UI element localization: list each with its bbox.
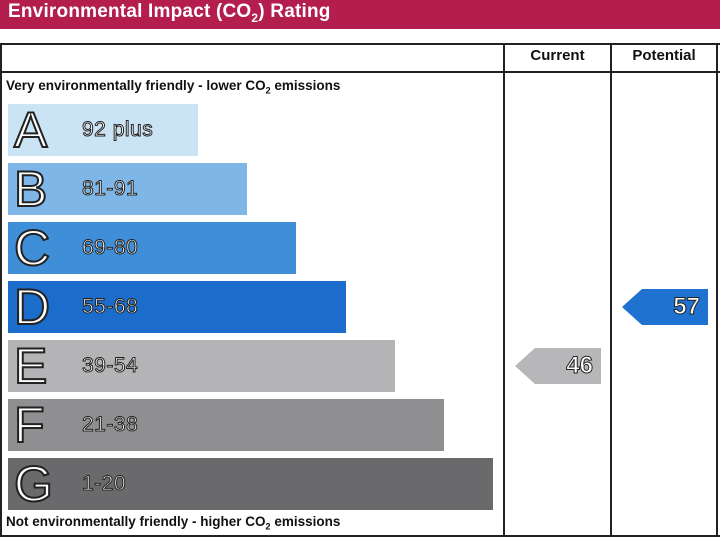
current-column-header: Current xyxy=(530,47,585,64)
band-range: 69-80 xyxy=(81,236,139,260)
header-divider xyxy=(0,71,720,73)
band-b: B 81-91 xyxy=(8,161,247,217)
band-letter: A xyxy=(13,102,48,158)
current-rating-arrow-value: 46 xyxy=(566,352,594,380)
table-bottom-border xyxy=(0,535,720,537)
band-range: 55-68 xyxy=(81,295,139,319)
rating-table: Current Potential Very environmentally f… xyxy=(0,43,720,537)
band-d: D 55-68 xyxy=(8,279,346,335)
current-rating-arrow-fill xyxy=(515,348,601,384)
current-rating-arrow: 46 xyxy=(515,348,601,384)
potential-rating-arrow: 57 xyxy=(622,289,708,325)
table-right-border xyxy=(716,43,718,537)
band-e: E 39-54 xyxy=(8,338,395,394)
band-range: 21-38 xyxy=(81,413,139,437)
band-range: 39-54 xyxy=(81,354,139,378)
band-range: 81-91 xyxy=(81,177,139,201)
table-left-border xyxy=(0,43,2,537)
band-letter: D xyxy=(13,279,51,335)
band-a: A 92 plus xyxy=(8,102,198,158)
band-f: F 21-38 xyxy=(8,397,444,453)
potential-column-divider xyxy=(610,43,612,537)
potential-rating-arrow-fill xyxy=(622,289,708,325)
current-column-divider xyxy=(503,43,505,537)
band-g: G 1-20 xyxy=(8,456,493,512)
potential-rating-arrow-shape xyxy=(622,289,708,325)
header-bar: Environmental Impact (CO2) Rating xyxy=(0,0,720,29)
band-range: 92 plus xyxy=(81,118,154,142)
band-letter: B xyxy=(13,161,48,217)
band-letter: G xyxy=(13,456,54,512)
table-top-border xyxy=(0,43,720,45)
top-note: Very environmentally friendly - lower CO… xyxy=(6,78,341,96)
band-c: C 69-80 xyxy=(8,220,296,276)
potential-column-header: Potential xyxy=(632,47,696,64)
band-letter: E xyxy=(13,338,48,394)
current-rating-arrow-shape xyxy=(515,348,601,384)
band-range: 1-20 xyxy=(81,472,127,496)
page-title: Environmental Impact (CO2) Rating xyxy=(8,1,331,25)
band-letter: F xyxy=(13,397,46,453)
potential-rating-arrow-value: 57 xyxy=(673,293,701,321)
band-letter: C xyxy=(13,220,51,276)
bottom-note: Not environmentally friendly - higher CO… xyxy=(6,514,341,532)
